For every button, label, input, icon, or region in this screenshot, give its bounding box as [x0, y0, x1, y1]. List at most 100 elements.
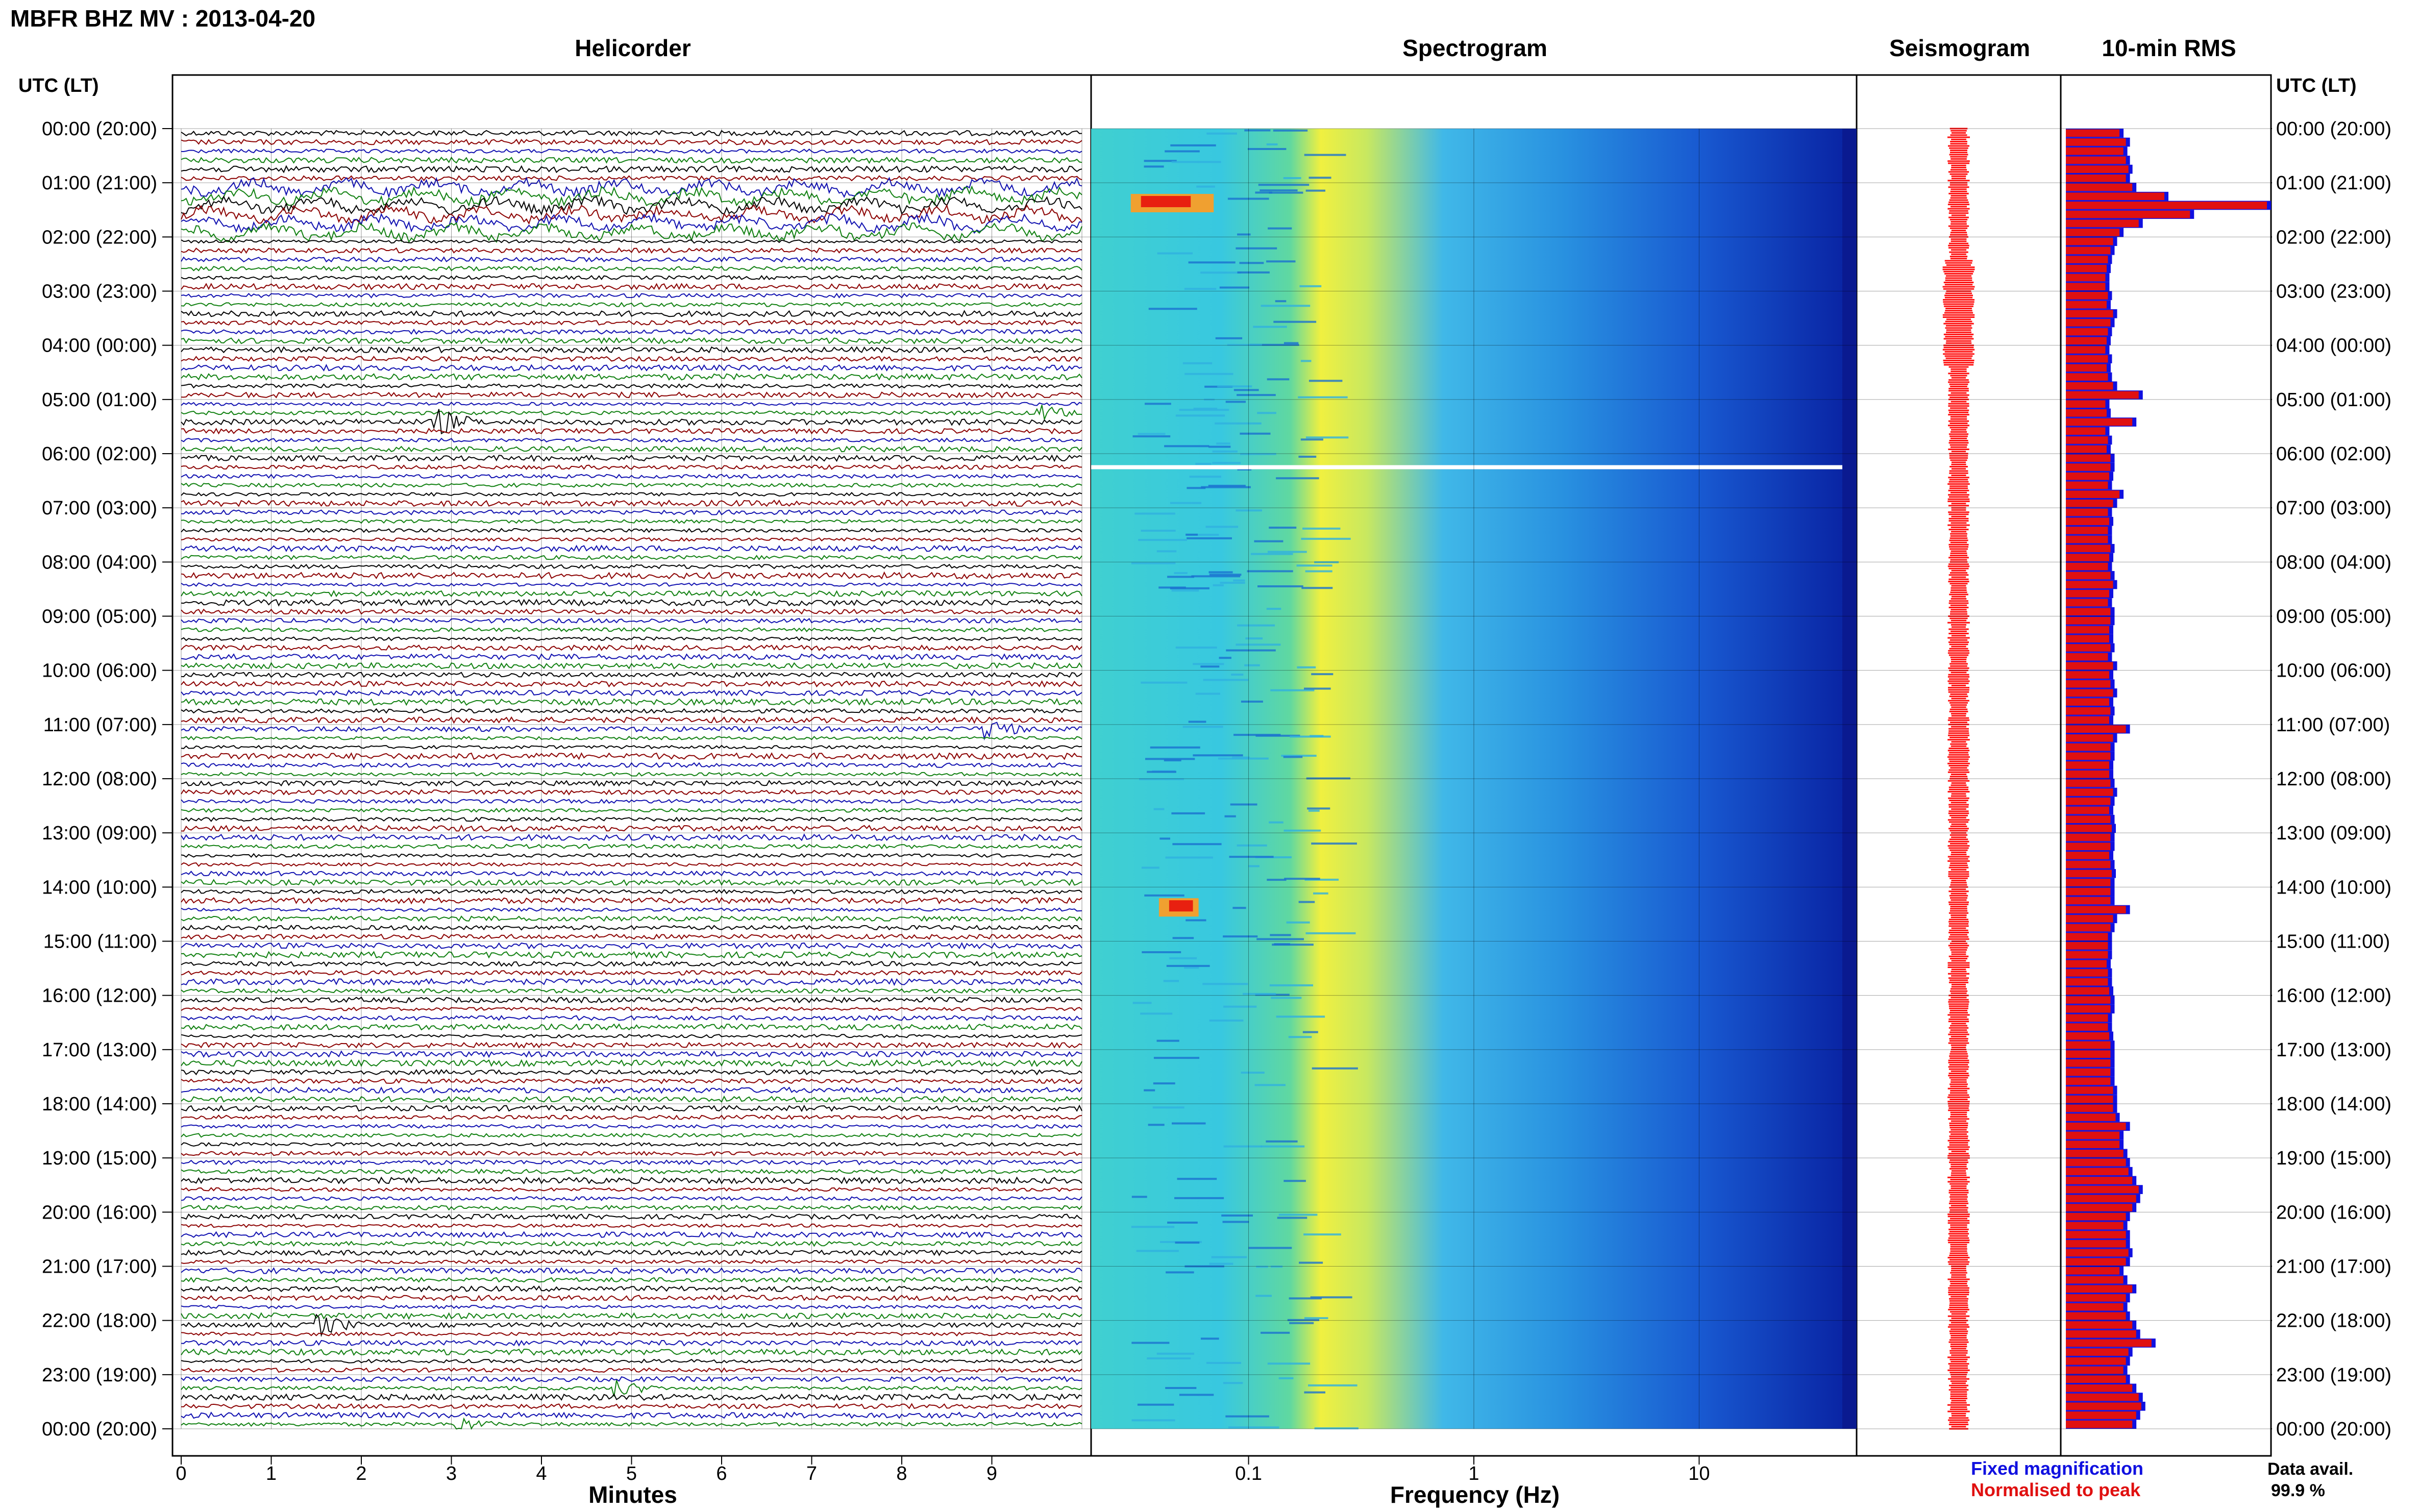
rms-bar-normalised — [2066, 969, 2108, 977]
helicorder-trace — [181, 1204, 1082, 1211]
spectrogram-band — [1302, 527, 1341, 530]
helicorder-trace — [181, 1249, 1082, 1256]
spectrogram-band — [1278, 1377, 1294, 1379]
helicorder-trace — [181, 509, 1082, 515]
spectrogram-band — [1301, 537, 1351, 540]
helicorder-trace — [181, 708, 1082, 714]
helicorder-trace — [181, 1095, 1082, 1103]
spectrogram-band — [1158, 586, 1186, 589]
spectrogram-band — [1186, 919, 1206, 922]
helicorder-trace — [181, 409, 1082, 435]
helicorder-trace — [181, 175, 1082, 182]
spectrogram-band — [1313, 892, 1328, 895]
helicorder-trace — [181, 1176, 1082, 1185]
spectrogram-band — [1236, 247, 1277, 250]
helicorder-trace — [181, 924, 1082, 931]
time-tick-label-right: 04:00 (00:00) — [2276, 335, 2391, 357]
helicorder-trace — [181, 1223, 1082, 1228]
rms-bar-normalised — [2066, 1086, 2113, 1094]
rms-bar-normalised — [2066, 292, 2108, 300]
helicorder-trace — [181, 1312, 1082, 1320]
spectrogram-band — [1271, 997, 1302, 999]
rms-bar-normalised — [2066, 626, 2109, 634]
spectrogram-band — [1131, 1342, 1170, 1344]
rms-bar-normalised — [2066, 1384, 2133, 1392]
helicorder-trace — [181, 1285, 1082, 1293]
helicorder-trace — [181, 275, 1082, 280]
spectrogram-band — [1209, 1019, 1244, 1022]
rms-bar-normalised — [2066, 572, 2111, 580]
spectrogram-band — [1172, 937, 1194, 939]
helicorder-trace — [181, 1403, 1082, 1409]
helicorder-trace — [181, 915, 1082, 922]
rms-bar-normalised — [2066, 382, 2113, 390]
spectrogram-band — [1301, 587, 1333, 589]
helicorder-trace — [181, 1196, 1082, 1201]
spectrogram-band — [1174, 572, 1188, 574]
rms-bar-normalised — [2066, 942, 2108, 950]
helicorder-trace — [181, 571, 1082, 580]
spectrogram-band — [1232, 907, 1246, 909]
spectrogram-band — [1309, 177, 1331, 179]
helicorder-trace — [181, 1358, 1082, 1364]
rms-bar-normalised — [2066, 346, 2106, 354]
spectrogram-band — [1257, 412, 1276, 414]
spectrogram-band — [1267, 378, 1290, 381]
spectrogram-band — [1131, 1196, 1147, 1198]
rms-bar-normalised — [2066, 1303, 2124, 1311]
time-tick-label-left: 07:00 (03:00) — [42, 498, 157, 519]
seismogram-trace — [1942, 128, 1975, 1430]
spectrogram-band — [1305, 189, 1325, 192]
spectrogram-band — [1141, 866, 1159, 869]
helicorder-trace — [181, 1042, 1082, 1049]
spectrogram-band — [1260, 189, 1298, 192]
rms-bar-normalised — [2066, 283, 2106, 290]
rms-bar-normalised — [2066, 364, 2107, 372]
spectrogram-band — [1276, 477, 1319, 480]
rms-bar-normalised — [2066, 183, 2133, 191]
rms-bar-normalised — [2066, 1258, 2126, 1266]
spectrogram-band — [1193, 754, 1243, 757]
spectrogram-band — [1153, 1057, 1200, 1059]
rms-bar-normalised — [2066, 653, 2108, 661]
spectrogram-band — [1227, 197, 1269, 200]
rms-bar-normalised — [2066, 698, 2109, 706]
spectrogram-band — [1272, 944, 1314, 946]
spectrogram-band — [1138, 539, 1187, 541]
spectrogram-band — [1239, 262, 1264, 264]
minute-tick-label: 2 — [356, 1463, 366, 1484]
spectrogram-band — [1281, 755, 1317, 757]
helicorder-trace — [181, 1313, 1082, 1337]
spectrogram-band — [1148, 308, 1197, 310]
helicorder-trace — [181, 405, 1082, 422]
spectrogram-layer — [1091, 129, 1857, 1429]
spectrogram-band — [1212, 462, 1241, 464]
spectrogram-band — [1256, 1266, 1268, 1268]
helicorder-trace — [181, 138, 1082, 146]
helicorder-trace — [181, 644, 1082, 652]
rms-bar-normalised — [2066, 436, 2108, 444]
spectrogram-band — [1216, 442, 1230, 445]
spectrogram-band — [1223, 1145, 1262, 1148]
helicorder-trace — [181, 1050, 1082, 1058]
helicorder-trace — [181, 391, 1082, 399]
spectrogram-band — [1179, 1394, 1214, 1396]
helicorder-trace — [181, 1380, 1082, 1397]
rms-bar-normalised — [2066, 1312, 2126, 1320]
rms-bar-normalised — [2066, 246, 2111, 255]
helicorder-trace — [181, 499, 1082, 507]
helicorder-trace — [181, 148, 1082, 154]
helicorder-trace — [181, 1367, 1082, 1373]
rms-bar-normalised — [2066, 454, 2111, 462]
rms-bar-normalised — [2066, 1041, 2111, 1049]
time-tick-label-left: 00:00 (20:00) — [42, 1419, 157, 1440]
helicorder-trace — [181, 888, 1082, 895]
spectrogram-band — [1274, 943, 1290, 946]
rms-bar-normalised — [2066, 581, 2113, 588]
grid-lines — [172, 128, 2271, 1429]
spectrogram-hotspot-core — [1169, 900, 1193, 912]
spectrogram-band — [1302, 1031, 1318, 1033]
helicorder-trace — [181, 265, 1082, 271]
rms-bar-normalised — [2066, 680, 2111, 688]
spectrogram-band — [1219, 657, 1231, 659]
